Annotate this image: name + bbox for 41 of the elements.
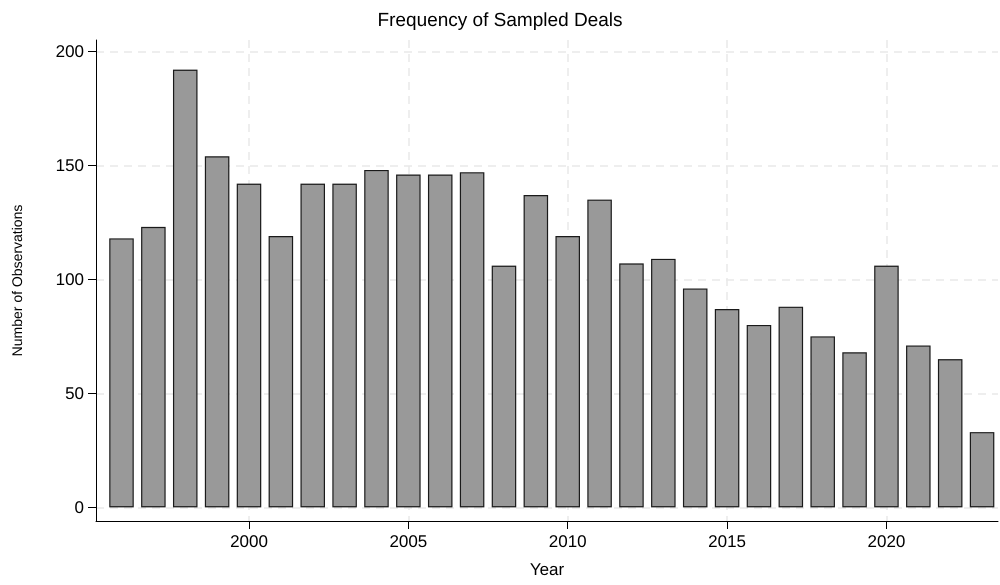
x-tick-label: 2000 [230,532,268,551]
bar [492,266,516,508]
x-tick-label: 2020 [868,532,906,551]
bar [619,263,644,508]
y-tick-label: 100 [56,270,84,289]
bar [938,359,962,508]
y-tick-label: 50 [65,384,84,403]
bar [141,226,166,508]
x-tick-label: 2010 [548,532,587,551]
bar [970,432,994,508]
bar [746,324,772,508]
bar [555,236,580,508]
x-tick-label: 2015 [708,532,746,551]
y-tick-label: 0 [74,498,84,517]
bar [396,174,421,508]
bar [172,70,198,508]
chart-title: Frequency of Sampled Deals [377,10,623,31]
bar [906,345,931,508]
bar [364,170,389,508]
bar [842,352,867,508]
y-axis-title: Number of Observations [9,204,25,356]
bar [682,288,708,508]
bar [428,174,452,508]
y-tick-label: 150 [56,156,84,175]
bar [300,184,326,508]
bar [714,308,740,508]
bar [810,336,835,508]
bar [651,258,676,508]
bar [268,236,294,508]
bar [778,306,804,508]
y-tick-label: 200 [56,42,84,61]
bar [109,238,134,508]
bar [332,184,357,508]
bar [874,266,899,508]
bar [204,156,230,508]
x-tick-label: 2005 [389,532,428,551]
bar [460,172,484,508]
bar [236,184,262,508]
x-axis-title: Year [530,560,565,579]
bar [587,200,612,508]
bar [524,195,548,508]
